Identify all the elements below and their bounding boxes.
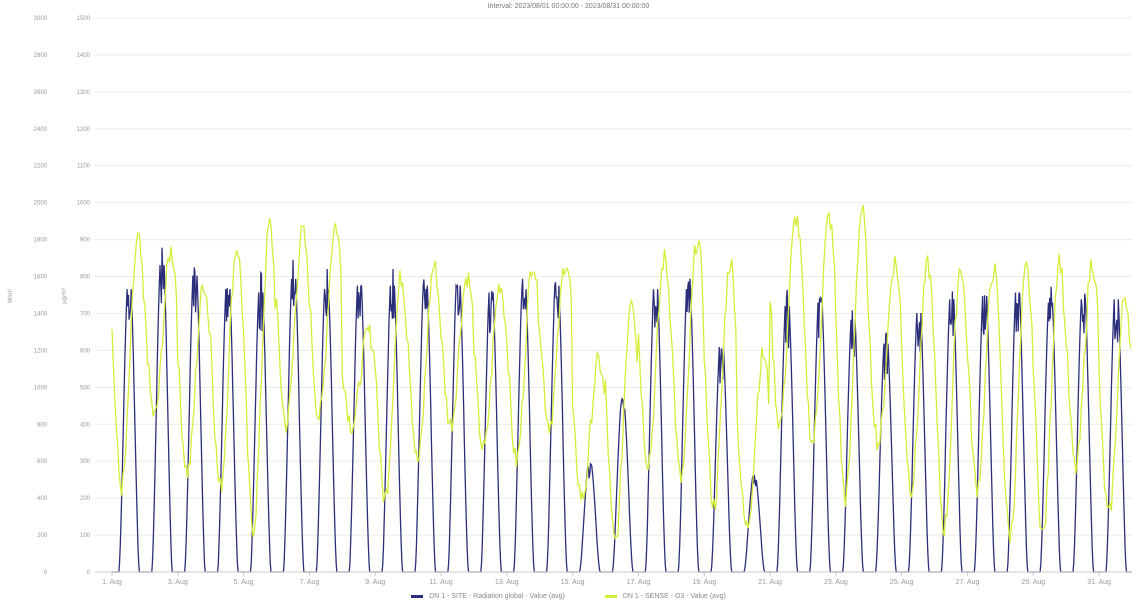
y-tick-left: 800 xyxy=(37,422,48,428)
y-tick-left: 1000 xyxy=(34,385,48,391)
y-tick-left: 2200 xyxy=(34,164,48,170)
y-tick-right: 300 xyxy=(80,459,91,465)
y-tick-left: 400 xyxy=(37,496,48,502)
y-tick-right: 1000 xyxy=(77,201,91,207)
y-tick-right: 1300 xyxy=(77,90,91,96)
x-tick-label: 13. Aug xyxy=(495,579,519,586)
legend-swatch-radiation xyxy=(411,595,424,598)
y-tick-right: 0 xyxy=(87,570,91,576)
x-tick-label: 7. Aug xyxy=(299,579,319,586)
y-tick-left: 1400 xyxy=(34,311,48,317)
x-tick-label: 3. Aug xyxy=(168,579,188,586)
y-tick-right: 1500 xyxy=(77,16,91,22)
x-tick-label: 17. Aug xyxy=(627,579,651,586)
y-tick-right: 500 xyxy=(80,385,91,391)
y-tick-left: 2400 xyxy=(34,127,48,133)
x-tick-label: 19. Aug xyxy=(692,579,716,586)
y-tick-left: 2000 xyxy=(34,201,48,207)
y-tick-right: 400 xyxy=(80,422,91,428)
series-line-o3 xyxy=(111,204,1132,544)
y-tick-left: 600 xyxy=(37,459,48,465)
y-tick-left: 0 xyxy=(44,570,48,576)
y-tick-right: 600 xyxy=(80,348,91,354)
y-tick-right: 100 xyxy=(80,533,91,539)
legend-label-o3: DN 1 - SENSE - O3 - Value (avg) xyxy=(622,593,726,600)
y-tick-left: 2800 xyxy=(34,53,48,59)
y-tick-left: 3000 xyxy=(34,16,48,22)
chart-legend: DN 1 - SITE - Radiation global - Value (… xyxy=(0,593,1137,600)
y-axis-label-left: W/m² xyxy=(8,289,14,303)
x-tick-label: 1. Aug xyxy=(102,579,122,586)
y-tick-right: 900 xyxy=(80,238,91,244)
x-tick-label: 5. Aug xyxy=(234,579,254,586)
y-axis-label-right: µg/m³ xyxy=(62,288,68,303)
legend-label-radiation: DN 1 - SITE - Radiation global - Value (… xyxy=(429,593,565,600)
x-tick-label: 25. Aug xyxy=(890,579,914,586)
x-tick-label: 29. Aug xyxy=(1021,579,1045,586)
x-tick-label: 9. Aug xyxy=(365,579,385,586)
legend-item-radiation[interactable]: DN 1 - SITE - Radiation global - Value (… xyxy=(411,593,565,600)
y-tick-right: 200 xyxy=(80,496,91,502)
x-tick-label: 31. Aug xyxy=(1087,579,1111,586)
y-tick-left: 200 xyxy=(37,533,48,539)
y-tick-right: 1100 xyxy=(77,164,91,170)
y-tick-left: 2600 xyxy=(34,90,48,96)
legend-swatch-o3 xyxy=(604,595,617,598)
legend-item-o3[interactable]: DN 1 - SENSE - O3 - Value (avg) xyxy=(604,593,726,600)
chart-title: Interval: 2023/08/01 00:00:00 - 2023/08/… xyxy=(487,3,650,10)
x-tick-label: 11. Aug xyxy=(429,579,452,586)
y-tick-left: 1200 xyxy=(34,348,48,354)
y-tick-right: 800 xyxy=(80,275,91,281)
x-tick-label: 21. Aug xyxy=(758,579,782,586)
y-tick-right: 1200 xyxy=(77,127,91,133)
x-tick-label: 27. Aug xyxy=(956,579,980,586)
x-tick-label: 15. Aug xyxy=(561,579,585,586)
x-tick-label: 23. Aug xyxy=(824,579,848,586)
y-tick-left: 1800 xyxy=(34,238,48,244)
y-tick-right: 1400 xyxy=(77,53,91,59)
y-tick-right: 700 xyxy=(80,311,91,317)
y-tick-left: 1600 xyxy=(34,275,48,281)
